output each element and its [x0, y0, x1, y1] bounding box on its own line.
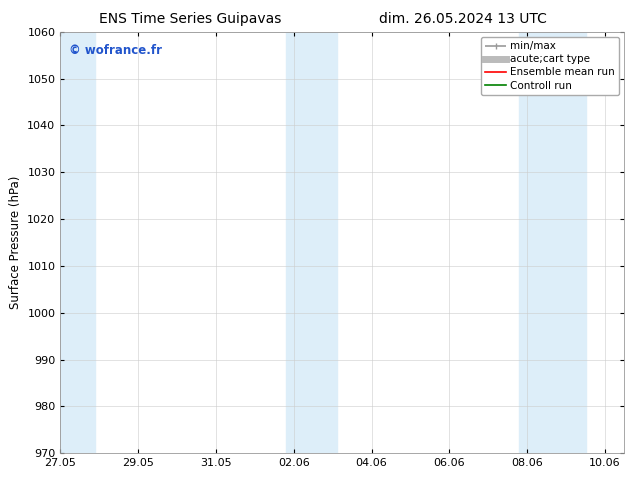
Y-axis label: Surface Pressure (hPa): Surface Pressure (hPa) [9, 176, 22, 309]
Text: ENS Time Series Guipavas: ENS Time Series Guipavas [99, 12, 281, 26]
Bar [519, 32, 586, 453]
Text: dim. 26.05.2024 13 UTC: dim. 26.05.2024 13 UTC [379, 12, 547, 26]
Bar [286, 32, 337, 453]
Text: © wofrance.fr: © wofrance.fr [68, 45, 162, 57]
Bar [60, 32, 95, 453]
Legend: min/max, acute;cart type, Ensemble mean run, Controll run: min/max, acute;cart type, Ensemble mean … [481, 37, 619, 95]
